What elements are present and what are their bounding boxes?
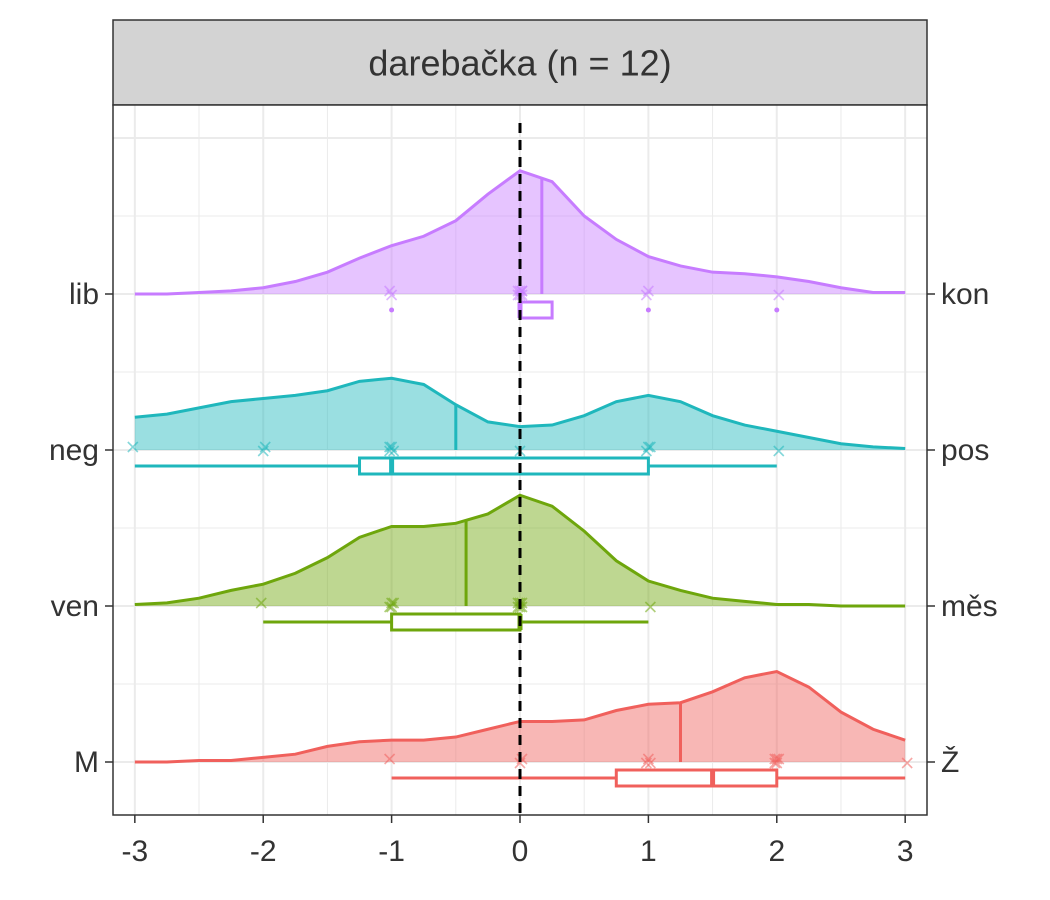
y2-tick-label: měs — [941, 590, 998, 623]
point — [255, 597, 267, 609]
box — [614, 768, 779, 788]
point — [773, 289, 785, 301]
point — [644, 601, 656, 613]
outlier — [645, 307, 651, 313]
point — [642, 285, 654, 297]
point — [384, 441, 396, 453]
box — [518, 300, 554, 320]
x-tick-label: 3 — [897, 835, 914, 868]
x-tick-label: -2 — [250, 835, 277, 868]
y2-tick-label: kon — [941, 278, 989, 311]
density-line — [134, 169, 906, 296]
box — [390, 612, 522, 632]
density-line — [134, 493, 906, 608]
point — [642, 441, 654, 453]
point — [901, 757, 913, 769]
point — [259, 441, 271, 453]
x-tick-label: -3 — [121, 835, 148, 868]
point — [127, 441, 139, 453]
density-area — [134, 671, 906, 762]
point — [386, 289, 398, 301]
outlier — [774, 307, 780, 313]
y2-tick-label: Ž — [941, 746, 959, 779]
x-tick-label: 0 — [512, 835, 529, 868]
panel-title: darebačka (n = 12) — [368, 43, 671, 84]
density-area — [134, 378, 906, 450]
box — [358, 456, 650, 476]
plot — [127, 123, 913, 815]
point — [644, 757, 656, 769]
point — [386, 597, 398, 609]
x-tick-label: 2 — [768, 835, 785, 868]
y2-tick-label: pos — [941, 434, 989, 467]
density-line — [134, 376, 906, 450]
y-tick-label: M — [74, 746, 99, 779]
point — [384, 753, 396, 765]
y-tick-label: ven — [51, 590, 99, 623]
x-tick-label: -1 — [378, 835, 405, 868]
y-tick-label: neg — [49, 434, 99, 467]
point — [773, 445, 785, 457]
outlier — [389, 307, 395, 313]
y-tick-label: lib — [69, 278, 99, 311]
strip — [112, 19, 928, 106]
x-tick-label: 1 — [640, 835, 657, 868]
point — [771, 753, 783, 765]
